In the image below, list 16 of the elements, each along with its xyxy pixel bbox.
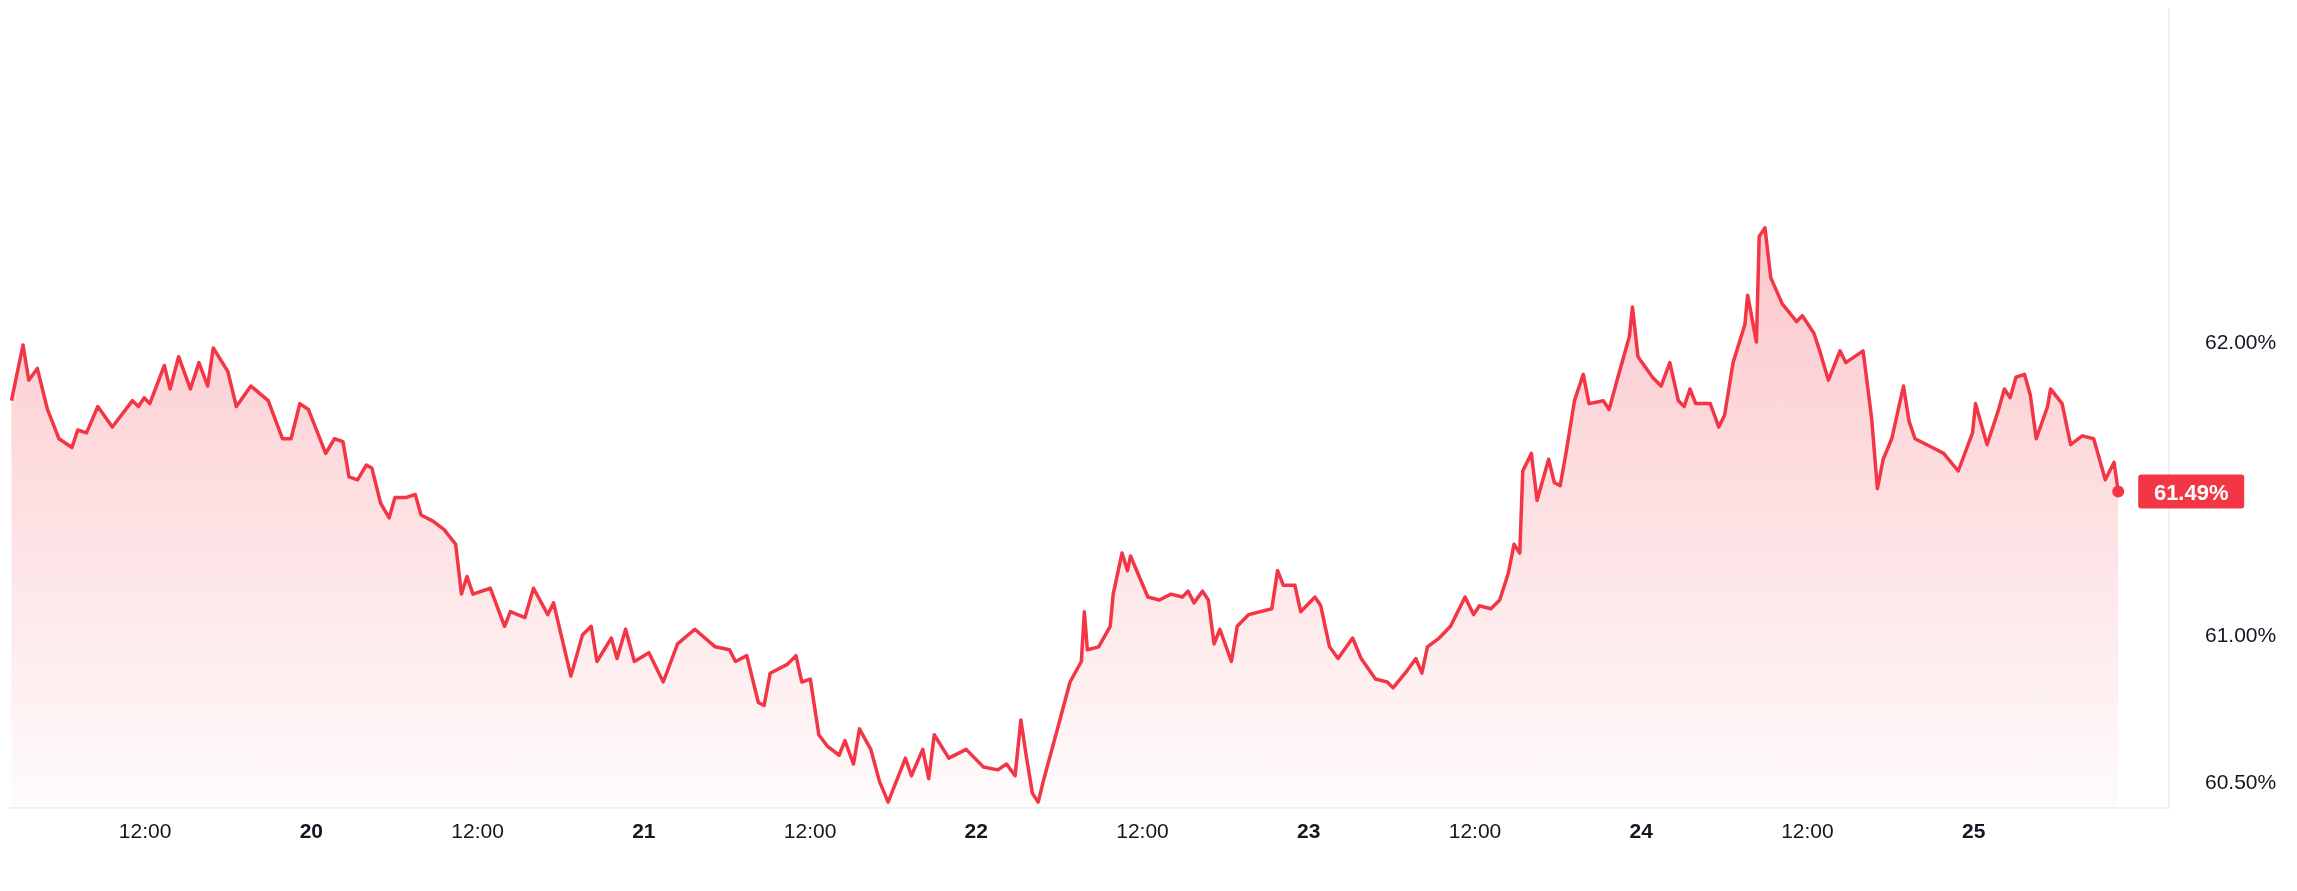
x-tick-label: 25 — [1962, 819, 1986, 842]
x-tick-label: 12:00 — [1781, 819, 1834, 842]
x-tick-label: 12:00 — [1116, 819, 1169, 842]
annotation: 61.49% — [2153, 479, 2229, 505]
y-tick-label: 60.50% — [2205, 769, 2277, 793]
x-tick-label: 21 — [632, 819, 656, 842]
x-tick-label: 22 — [964, 819, 988, 842]
x-tick-label: 20 — [299, 819, 324, 842]
x-tick-label: 12:00 — [1448, 819, 1502, 842]
x-tick-label: 24 — [1629, 819, 1654, 842]
y-tick-label: 62.00% — [2205, 330, 2277, 354]
y-tick-label: 61.00% — [2205, 623, 2277, 647]
x-tick-label: 12:00 — [451, 819, 504, 842]
x-tick-label: 12:00 — [118, 819, 172, 842]
x-tick-label: 12:00 — [783, 819, 837, 842]
x-tick-label: 23 — [1297, 819, 1321, 842]
